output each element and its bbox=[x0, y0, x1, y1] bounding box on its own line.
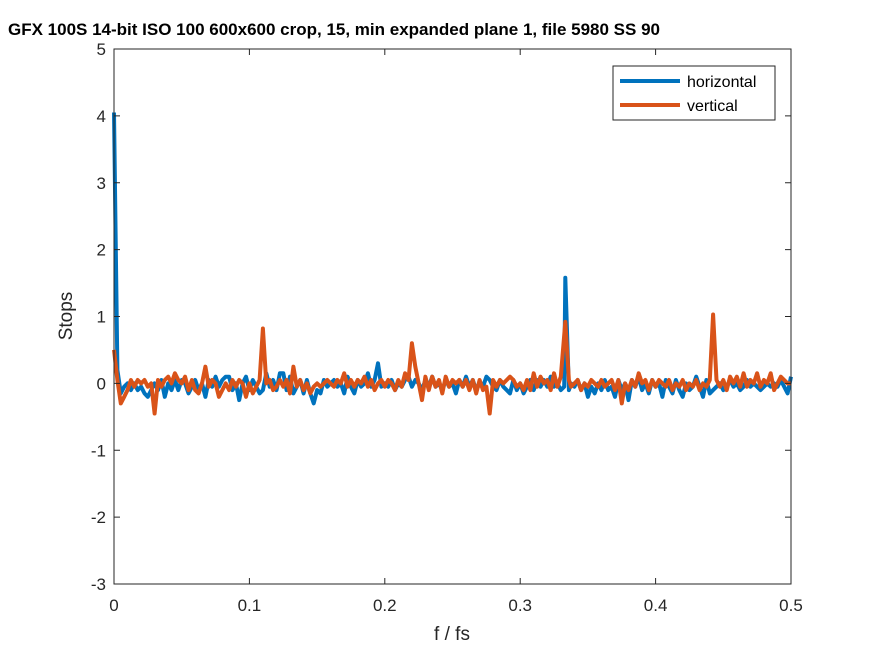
chart-title: GFX 100S 14-bit ISO 100 600x600 crop, 15… bbox=[8, 20, 660, 39]
y-tick-label: -3 bbox=[91, 575, 106, 594]
legend-box bbox=[612, 65, 776, 121]
y-tick-label: -2 bbox=[91, 508, 106, 527]
series-layer bbox=[112, 112, 793, 416]
legend-label-vertical: vertical bbox=[687, 98, 738, 115]
y-tick-label: 2 bbox=[97, 241, 106, 260]
y-axis-label: Stops bbox=[56, 292, 77, 341]
y-tick-label: -1 bbox=[91, 441, 106, 460]
legend: horizontal vertical bbox=[612, 65, 776, 121]
ticks-layer: 0 0.1 0.2 0.3 0.4 0.5 -3 -2 -1 0 1 2 3 4 5 bbox=[91, 40, 803, 615]
y-tick-label: 4 bbox=[97, 107, 106, 126]
series-line-vertical bbox=[112, 312, 791, 416]
x-tick-label: 0.5 bbox=[779, 596, 803, 615]
plot-area-background bbox=[114, 49, 791, 584]
y-tick-label: 5 bbox=[97, 40, 106, 59]
y-tick-label: 3 bbox=[97, 174, 106, 193]
legend-label-horizontal: horizontal bbox=[687, 74, 756, 91]
x-tick-label: 0 bbox=[109, 596, 118, 615]
y-tick-label: 0 bbox=[97, 374, 106, 393]
x-tick-label: 0.3 bbox=[508, 596, 532, 615]
y-tick-label: 1 bbox=[97, 308, 106, 327]
x-axis-label: f / fs bbox=[434, 624, 470, 645]
x-tick-label: 0.4 bbox=[644, 596, 668, 615]
x-tick-label: 0.2 bbox=[373, 596, 397, 615]
x-tick-label: 0.1 bbox=[238, 596, 262, 615]
